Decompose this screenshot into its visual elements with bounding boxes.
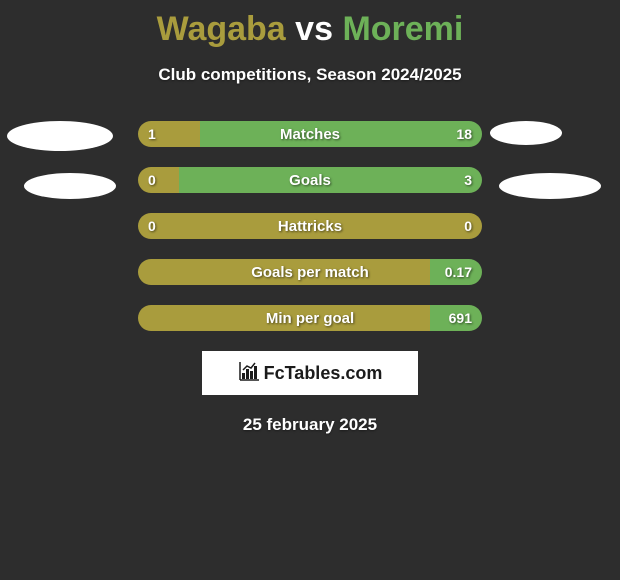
source-logo-text: FcTables.com: [264, 363, 383, 384]
bar-value-right: 0.17: [445, 259, 472, 285]
stat-bar: Min per goal691: [138, 305, 482, 331]
title-vs: vs: [295, 10, 333, 48]
date-text: 25 february 2025: [0, 415, 620, 435]
title-player1: Wagaba: [157, 10, 286, 48]
bar-value-left: 0: [148, 213, 156, 239]
stat-bar: Goals per match0.17: [138, 259, 482, 285]
team-oval-left-1: [24, 173, 116, 199]
bar-label: Min per goal: [138, 305, 482, 331]
team-oval-right-2: [490, 121, 562, 145]
bar-label: Goals: [138, 167, 482, 193]
bar-value-right: 691: [449, 305, 472, 331]
bar-list: Matches118Goals03Hattricks00Goals per ma…: [138, 121, 482, 331]
bar-value-right: 3: [464, 167, 472, 193]
bar-value-left: 0: [148, 167, 156, 193]
team-oval-right-3: [499, 173, 601, 199]
team-oval-left-0: [7, 121, 113, 151]
bar-value-right: 18: [456, 121, 472, 147]
bar-value-left: 1: [148, 121, 156, 147]
bar-label: Hattricks: [138, 213, 482, 239]
source-logo-box: FcTables.com: [202, 351, 418, 395]
bar-chart-icon: [238, 361, 260, 386]
bar-label: Goals per match: [138, 259, 482, 285]
stat-bar: Matches1 18: [138, 121, 482, 147]
chart-area: Matches118Goals03Hattricks00Goals per ma…: [0, 121, 620, 331]
subtitle: Club competitions, Season 2024/2025: [0, 65, 620, 85]
bar-label: Matches: [138, 121, 482, 147]
stat-bar: Hattricks0 0: [138, 213, 482, 239]
page-title: Wagaba vs Moremi: [0, 10, 620, 49]
comparison-infographic: Wagaba vs Moremi Club competitions, Seas…: [0, 0, 620, 580]
stat-bar: Goals0 3: [138, 167, 482, 193]
title-player2: Moremi: [342, 10, 463, 48]
bar-value-right: 0: [464, 213, 472, 239]
